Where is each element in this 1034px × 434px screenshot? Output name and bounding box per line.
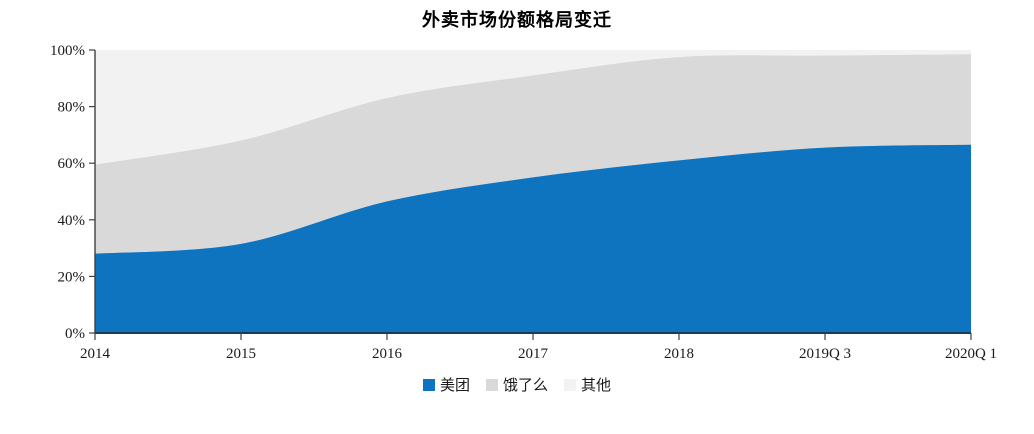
y-axis-label: 0% xyxy=(65,326,85,342)
legend-item-eleme: 饿了么 xyxy=(485,374,548,395)
legend-item-meituan: 美团 xyxy=(422,374,470,395)
x-axis-label: 2016 xyxy=(372,346,403,362)
x-axis-label: 2015 xyxy=(226,346,256,362)
x-axis-label: 2014 xyxy=(80,346,111,362)
y-axis-label: 20% xyxy=(58,269,86,285)
x-axis-label: 2019Q 3 xyxy=(799,346,851,362)
y-axis-label: 100% xyxy=(50,43,85,59)
y-axis-label: 80% xyxy=(58,100,86,116)
chart-plot: 0% 20% 40% 60% 80% 100% 2014 2015 2016 2017 2018 20… xyxy=(50,43,997,362)
legend-swatch-other xyxy=(564,378,576,391)
legend-swatch-eleme xyxy=(485,378,498,391)
legend-label-meituan: 美团 xyxy=(439,377,470,394)
area-series-0 xyxy=(95,144,971,333)
legend-item-other: 其他 xyxy=(564,374,611,395)
x-axis-label: 2017 xyxy=(518,346,549,362)
legend-label-eleme: 饿了么 xyxy=(502,377,548,394)
y-axis-label: 60% xyxy=(58,156,86,172)
legend-swatch-meituan xyxy=(422,378,435,391)
chart-title: 外卖市场份额格局变迁 xyxy=(422,10,612,30)
legend-label-other: 其他 xyxy=(581,377,612,394)
x-axis-label: 2020Q 1 xyxy=(945,346,997,362)
legend: 美团 饿了么 其他 xyxy=(0,374,1034,395)
y-axis-label: 40% xyxy=(58,213,86,229)
x-axis-label: 2018 xyxy=(664,346,694,362)
